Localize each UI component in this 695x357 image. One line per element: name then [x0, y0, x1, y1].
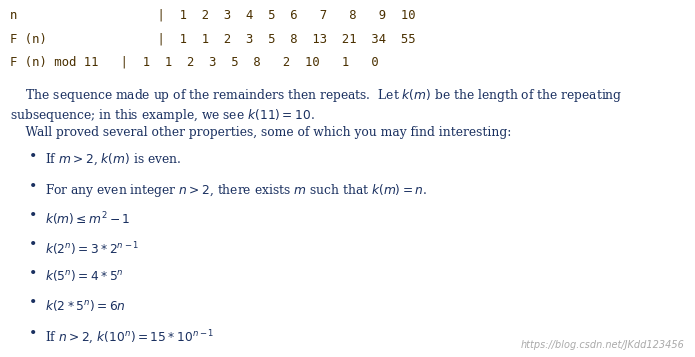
Text: •: • — [29, 296, 38, 310]
Text: F (n) mod 11   |  1  1  2  3  5  8   2  10   1   0: F (n) mod 11 | 1 1 2 3 5 8 2 10 1 0 — [10, 55, 379, 68]
Text: https://blog.csdn.net/JKdd123456: https://blog.csdn.net/JKdd123456 — [521, 340, 685, 350]
Text: $k(m) \leq m^2 - 1$: $k(m) \leq m^2 - 1$ — [45, 211, 131, 228]
Text: For any even integer $n > 2$, there exists $m$ such that $k(m) = n$.: For any even integer $n > 2$, there exis… — [45, 182, 427, 199]
Text: •: • — [29, 209, 38, 223]
Text: Wall proved several other properties, some of which you may find interesting:: Wall proved several other properties, so… — [10, 126, 512, 139]
Text: If $n > 2$, $k(10^n) = 15 * 10^{n-1}$: If $n > 2$, $k(10^n) = 15 * 10^{n-1}$ — [45, 328, 215, 347]
Text: F (n)               |  1  1  2  3  5  8  13  21  34  55: F (n) | 1 1 2 3 5 8 13 21 34 55 — [10, 32, 416, 45]
Text: •: • — [29, 327, 38, 341]
Text: •: • — [29, 238, 38, 252]
Text: subsequence; in this example, we see $k(11) = 10$.: subsequence; in this example, we see $k(… — [10, 107, 316, 124]
Text: $k(2^n) = 3 * 2^{n-1}$: $k(2^n) = 3 * 2^{n-1}$ — [45, 240, 140, 257]
Text: •: • — [29, 150, 38, 164]
Text: $k(2 * 5^n) = 6n$: $k(2 * 5^n) = 6n$ — [45, 298, 126, 313]
Text: The sequence made up of the remainders then repeats.  Let $k(m)$ be the length o: The sequence made up of the remainders t… — [10, 87, 623, 105]
Text: $k(5^n) = 4 * 5^n$: $k(5^n) = 4 * 5^n$ — [45, 268, 124, 283]
Text: n                   |  1  2  3  4  5  6   7   8   9  10: n | 1 2 3 4 5 6 7 8 9 10 — [10, 9, 416, 22]
Text: •: • — [29, 267, 38, 281]
Text: If $m > 2$, $k(m)$ is even.: If $m > 2$, $k(m)$ is even. — [45, 152, 181, 167]
Text: •: • — [29, 180, 38, 194]
